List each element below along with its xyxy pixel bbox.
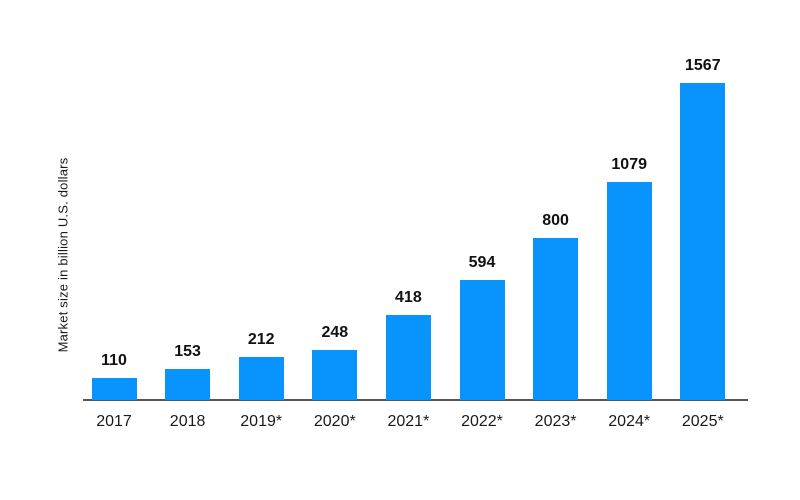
bar-value-label: 248 <box>321 324 349 341</box>
x-tick-label: 2022* <box>461 413 503 430</box>
x-tick-label: 2019* <box>240 413 283 430</box>
x-tick-label: 2017 <box>96 413 132 430</box>
bar <box>680 83 726 400</box>
bar <box>165 369 211 400</box>
bar <box>385 315 431 400</box>
bar-value-label: 1079 <box>611 156 647 173</box>
bar-value-label: 153 <box>174 343 201 360</box>
bar <box>606 182 652 400</box>
x-tick-label: 2021* <box>387 413 430 430</box>
x-tick-label: 2023* <box>534 413 577 430</box>
bar <box>91 378 137 400</box>
bar <box>459 280 505 400</box>
bar-value-label: 110 <box>101 352 127 369</box>
bar <box>238 357 284 400</box>
bar-value-label: 418 <box>395 289 422 306</box>
bar-value-label: 800 <box>542 212 569 229</box>
bar-value-label: 212 <box>247 331 275 348</box>
bar-value-label: 594 <box>468 254 496 271</box>
x-tick-label: 2025* <box>681 413 724 430</box>
x-tick-label: 2020* <box>313 413 356 430</box>
x-tick-label: 2024* <box>608 413 651 430</box>
x-axis-line <box>83 399 748 401</box>
bar <box>533 238 579 400</box>
bar <box>312 350 358 400</box>
bar-value-label: 1567 <box>685 57 721 74</box>
x-tick-label: 2018 <box>169 413 206 430</box>
